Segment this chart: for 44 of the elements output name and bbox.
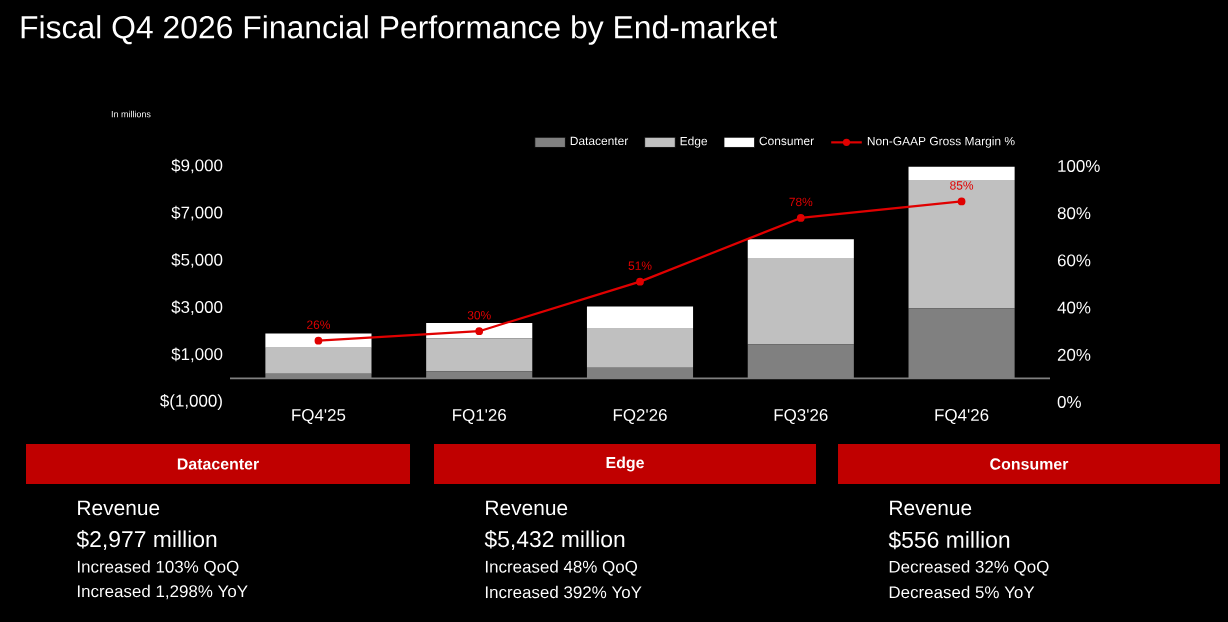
point [957, 197, 966, 206]
y-tick-label: $9,000 [171, 158, 223, 174]
text: Increased 103% QoQ [77, 560, 239, 576]
x-tick-label: FQ2'26 [613, 409, 667, 425]
y2-tick-label: 60% [1057, 254, 1091, 267]
text: Increased 48% QoQ [485, 560, 638, 576]
y2-tick-label: 20% [1057, 348, 1091, 361]
y-tick-label: $5,000 [171, 253, 223, 268]
point [796, 214, 805, 222]
text: Increased 1,298% YoY [77, 584, 248, 600]
y-tick-label: $(1,000) [160, 393, 222, 411]
y2-tick-label: 100% [1058, 160, 1100, 172]
bar [426, 338, 533, 372]
text: Revenue [78, 500, 160, 516]
text: Increased 392% YoY [485, 585, 642, 599]
point [475, 327, 484, 336]
y-tick-label: $1,000 [171, 347, 223, 363]
bar [586, 306, 694, 329]
y2-tick-label: 80% [1057, 207, 1091, 220]
y2-tick-label: 0% [1057, 396, 1081, 408]
bar [747, 258, 854, 345]
point [636, 277, 644, 286]
x-tick-label: FQ4'26 [935, 409, 989, 425]
y-tick-label: $7,000 [171, 205, 223, 221]
y2-tick-label: 40% [1057, 301, 1091, 314]
x-tick-label: FQ3'26 [774, 409, 828, 425]
text: Decreased 32% QoQ [889, 560, 1049, 576]
bar [747, 239, 854, 259]
y-tick-label: $3,000 [171, 300, 223, 315]
text: $5,432 million [484, 530, 625, 550]
text: $556 million [888, 530, 1010, 550]
x-tick-label: FQ4'25 [292, 409, 346, 425]
text: Revenue [890, 500, 972, 516]
bar [908, 166, 1015, 180]
bar [908, 179, 1015, 309]
text: Decreased 5% YoY [889, 585, 1035, 599]
text: $2,977 million [76, 530, 217, 550]
bar [265, 333, 372, 348]
bar [586, 328, 694, 368]
text: Revenue [486, 500, 568, 516]
point [314, 336, 323, 345]
bar [265, 347, 372, 374]
x-tick-label: FQ1'26 [453, 409, 506, 425]
chart-title: Fiscal Q4 2026 Financial Performance by End-market [21, 15, 778, 45]
